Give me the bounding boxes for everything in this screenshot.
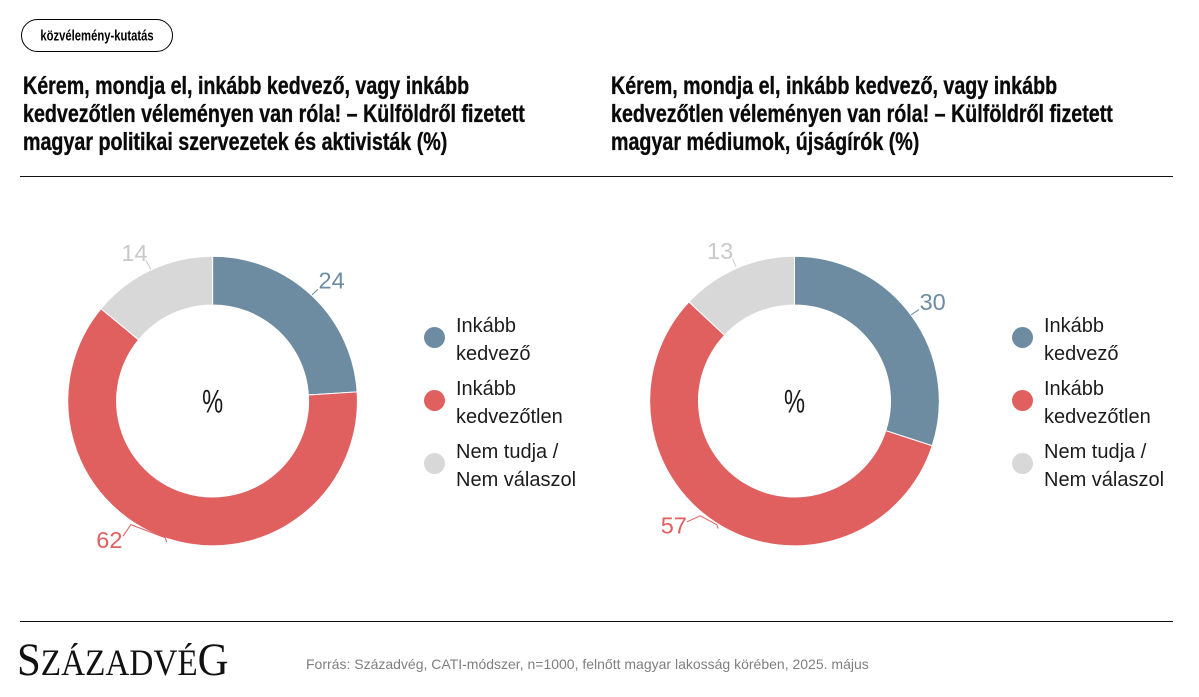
svg-text:13: 13	[707, 238, 733, 264]
svg-text:30: 30	[920, 289, 946, 315]
svg-text:57: 57	[661, 512, 687, 538]
svg-text:14: 14	[121, 240, 147, 266]
svg-text:62: 62	[96, 527, 122, 553]
svg-text:%: %	[784, 384, 805, 419]
svg-text:%: %	[202, 384, 223, 419]
svg-text:24: 24	[319, 268, 345, 294]
